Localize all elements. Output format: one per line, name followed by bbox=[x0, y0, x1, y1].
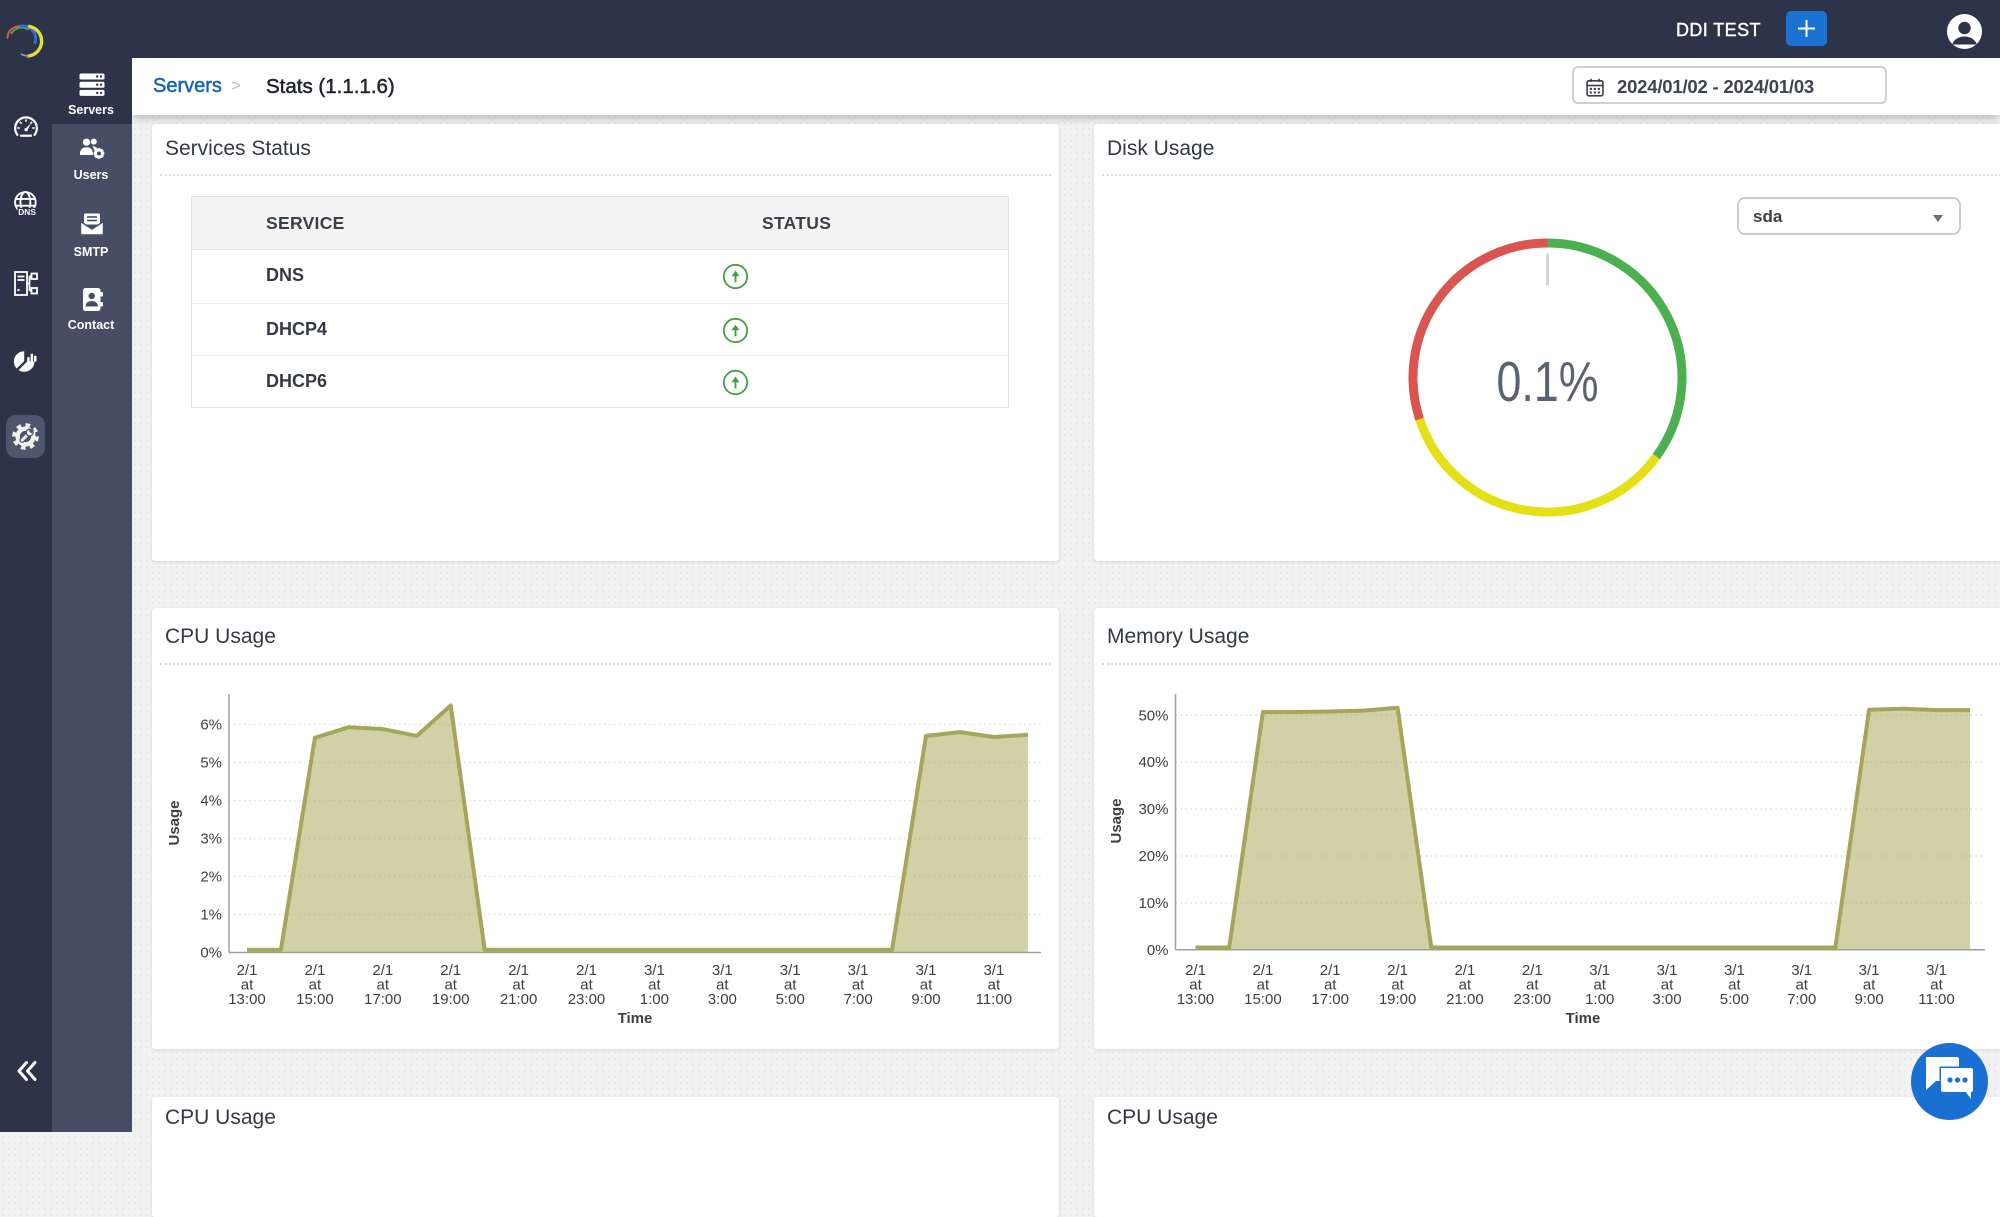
svg-text:3/1: 3/1 bbox=[848, 962, 869, 979]
svg-text:19:00: 19:00 bbox=[432, 991, 470, 1008]
svg-text:2/1: 2/1 bbox=[1522, 962, 1543, 979]
svg-text:at: at bbox=[852, 977, 865, 994]
svg-text:13:00: 13:00 bbox=[1177, 991, 1215, 1008]
svg-text:2/1: 2/1 bbox=[1387, 962, 1408, 979]
svg-text:Time: Time bbox=[1566, 1010, 1601, 1027]
svg-text:0%: 0% bbox=[200, 945, 222, 962]
svg-text:at: at bbox=[1391, 977, 1404, 994]
svg-text:9:00: 9:00 bbox=[1854, 991, 1883, 1008]
svg-text:at: at bbox=[1863, 977, 1876, 994]
svg-text:2/1: 2/1 bbox=[440, 962, 461, 979]
svg-text:3/1: 3/1 bbox=[1657, 962, 1678, 979]
svg-text:30%: 30% bbox=[1138, 801, 1168, 818]
svg-text:at: at bbox=[1189, 977, 1202, 994]
svg-text:at: at bbox=[1795, 977, 1808, 994]
svg-text:3%: 3% bbox=[200, 831, 222, 848]
svg-text:at: at bbox=[1930, 977, 1943, 994]
svg-text:0%: 0% bbox=[1147, 942, 1169, 959]
svg-text:4%: 4% bbox=[200, 793, 222, 810]
svg-text:DNS: DNS bbox=[18, 207, 36, 217]
svg-text:2%: 2% bbox=[200, 869, 222, 886]
svg-text:1:00: 1:00 bbox=[1585, 991, 1614, 1008]
svg-text:23:00: 23:00 bbox=[1514, 991, 1552, 1008]
svg-text:7:00: 7:00 bbox=[843, 991, 872, 1008]
svg-text:15:00: 15:00 bbox=[296, 991, 334, 1008]
svg-text:21:00: 21:00 bbox=[500, 991, 538, 1008]
svg-text:2/1: 2/1 bbox=[237, 962, 258, 979]
svg-text:at: at bbox=[1661, 977, 1674, 994]
svg-text:3:00: 3:00 bbox=[1652, 991, 1681, 1008]
svg-text:3/1: 3/1 bbox=[1589, 962, 1610, 979]
svg-text:40%: 40% bbox=[1138, 754, 1168, 771]
svg-text:2/1: 2/1 bbox=[508, 962, 529, 979]
svg-text:15:00: 15:00 bbox=[1244, 991, 1282, 1008]
svg-text:at: at bbox=[988, 977, 1001, 994]
svg-text:17:00: 17:00 bbox=[1311, 991, 1349, 1008]
svg-text:3/1: 3/1 bbox=[1791, 962, 1812, 979]
svg-text:21:00: 21:00 bbox=[1446, 991, 1484, 1008]
svg-text:6%: 6% bbox=[200, 717, 222, 734]
svg-text:3:00: 3:00 bbox=[708, 991, 737, 1008]
svg-text:3/1: 3/1 bbox=[712, 962, 733, 979]
svg-text:at: at bbox=[377, 977, 390, 994]
svg-text:13:00: 13:00 bbox=[228, 991, 266, 1008]
svg-text:at: at bbox=[444, 977, 457, 994]
svg-text:at: at bbox=[580, 977, 593, 994]
svg-text:20%: 20% bbox=[1138, 848, 1168, 865]
svg-text:0.1%: 0.1% bbox=[1497, 350, 1599, 414]
svg-text:2/1: 2/1 bbox=[1252, 962, 1273, 979]
svg-text:at: at bbox=[1459, 977, 1472, 994]
svg-text:5%: 5% bbox=[200, 755, 222, 772]
svg-text:5:00: 5:00 bbox=[1720, 991, 1749, 1008]
svg-text:2/1: 2/1 bbox=[304, 962, 325, 979]
svg-text:10%: 10% bbox=[1138, 895, 1168, 912]
svg-text:17:00: 17:00 bbox=[364, 991, 402, 1008]
svg-text:at: at bbox=[1257, 977, 1270, 994]
svg-text:at: at bbox=[1324, 977, 1337, 994]
svg-text:2/1: 2/1 bbox=[372, 962, 393, 979]
svg-text:50%: 50% bbox=[1138, 707, 1168, 724]
svg-text:2/1: 2/1 bbox=[1454, 962, 1475, 979]
svg-text:2/1: 2/1 bbox=[576, 962, 597, 979]
svg-text:3/1: 3/1 bbox=[983, 962, 1004, 979]
svg-text:at: at bbox=[241, 977, 254, 994]
svg-text:3/1: 3/1 bbox=[1926, 962, 1947, 979]
svg-text:3/1: 3/1 bbox=[644, 962, 665, 979]
svg-text:3/1: 3/1 bbox=[780, 962, 801, 979]
svg-text:3/1: 3/1 bbox=[916, 962, 937, 979]
svg-text:at: at bbox=[1728, 977, 1741, 994]
svg-text:at: at bbox=[1593, 977, 1606, 994]
svg-text:at: at bbox=[309, 977, 322, 994]
svg-text:11:00: 11:00 bbox=[1918, 991, 1954, 1008]
svg-text:Time: Time bbox=[618, 1010, 653, 1027]
svg-text:9:00: 9:00 bbox=[911, 991, 940, 1008]
svg-text:3/1: 3/1 bbox=[1859, 962, 1880, 979]
svg-text:5:00: 5:00 bbox=[776, 991, 805, 1008]
svg-text:at: at bbox=[784, 977, 797, 994]
svg-text:2/1: 2/1 bbox=[1185, 962, 1206, 979]
svg-text:19:00: 19:00 bbox=[1379, 991, 1417, 1008]
svg-text:at: at bbox=[716, 977, 729, 994]
svg-text:3/1: 3/1 bbox=[1724, 962, 1745, 979]
svg-text:at: at bbox=[920, 977, 933, 994]
svg-text:1:00: 1:00 bbox=[640, 991, 669, 1008]
svg-text:Usage: Usage bbox=[166, 800, 183, 845]
svg-text:at: at bbox=[1526, 977, 1539, 994]
svg-text:7:00: 7:00 bbox=[1787, 991, 1816, 1008]
svg-text:1%: 1% bbox=[200, 907, 222, 924]
svg-text:2/1: 2/1 bbox=[1320, 962, 1341, 979]
svg-text:11:00: 11:00 bbox=[976, 991, 1012, 1008]
svg-text:Usage: Usage bbox=[1108, 798, 1125, 843]
svg-text:23:00: 23:00 bbox=[568, 991, 606, 1008]
svg-text:at: at bbox=[512, 977, 525, 994]
svg-text:at: at bbox=[648, 977, 661, 994]
